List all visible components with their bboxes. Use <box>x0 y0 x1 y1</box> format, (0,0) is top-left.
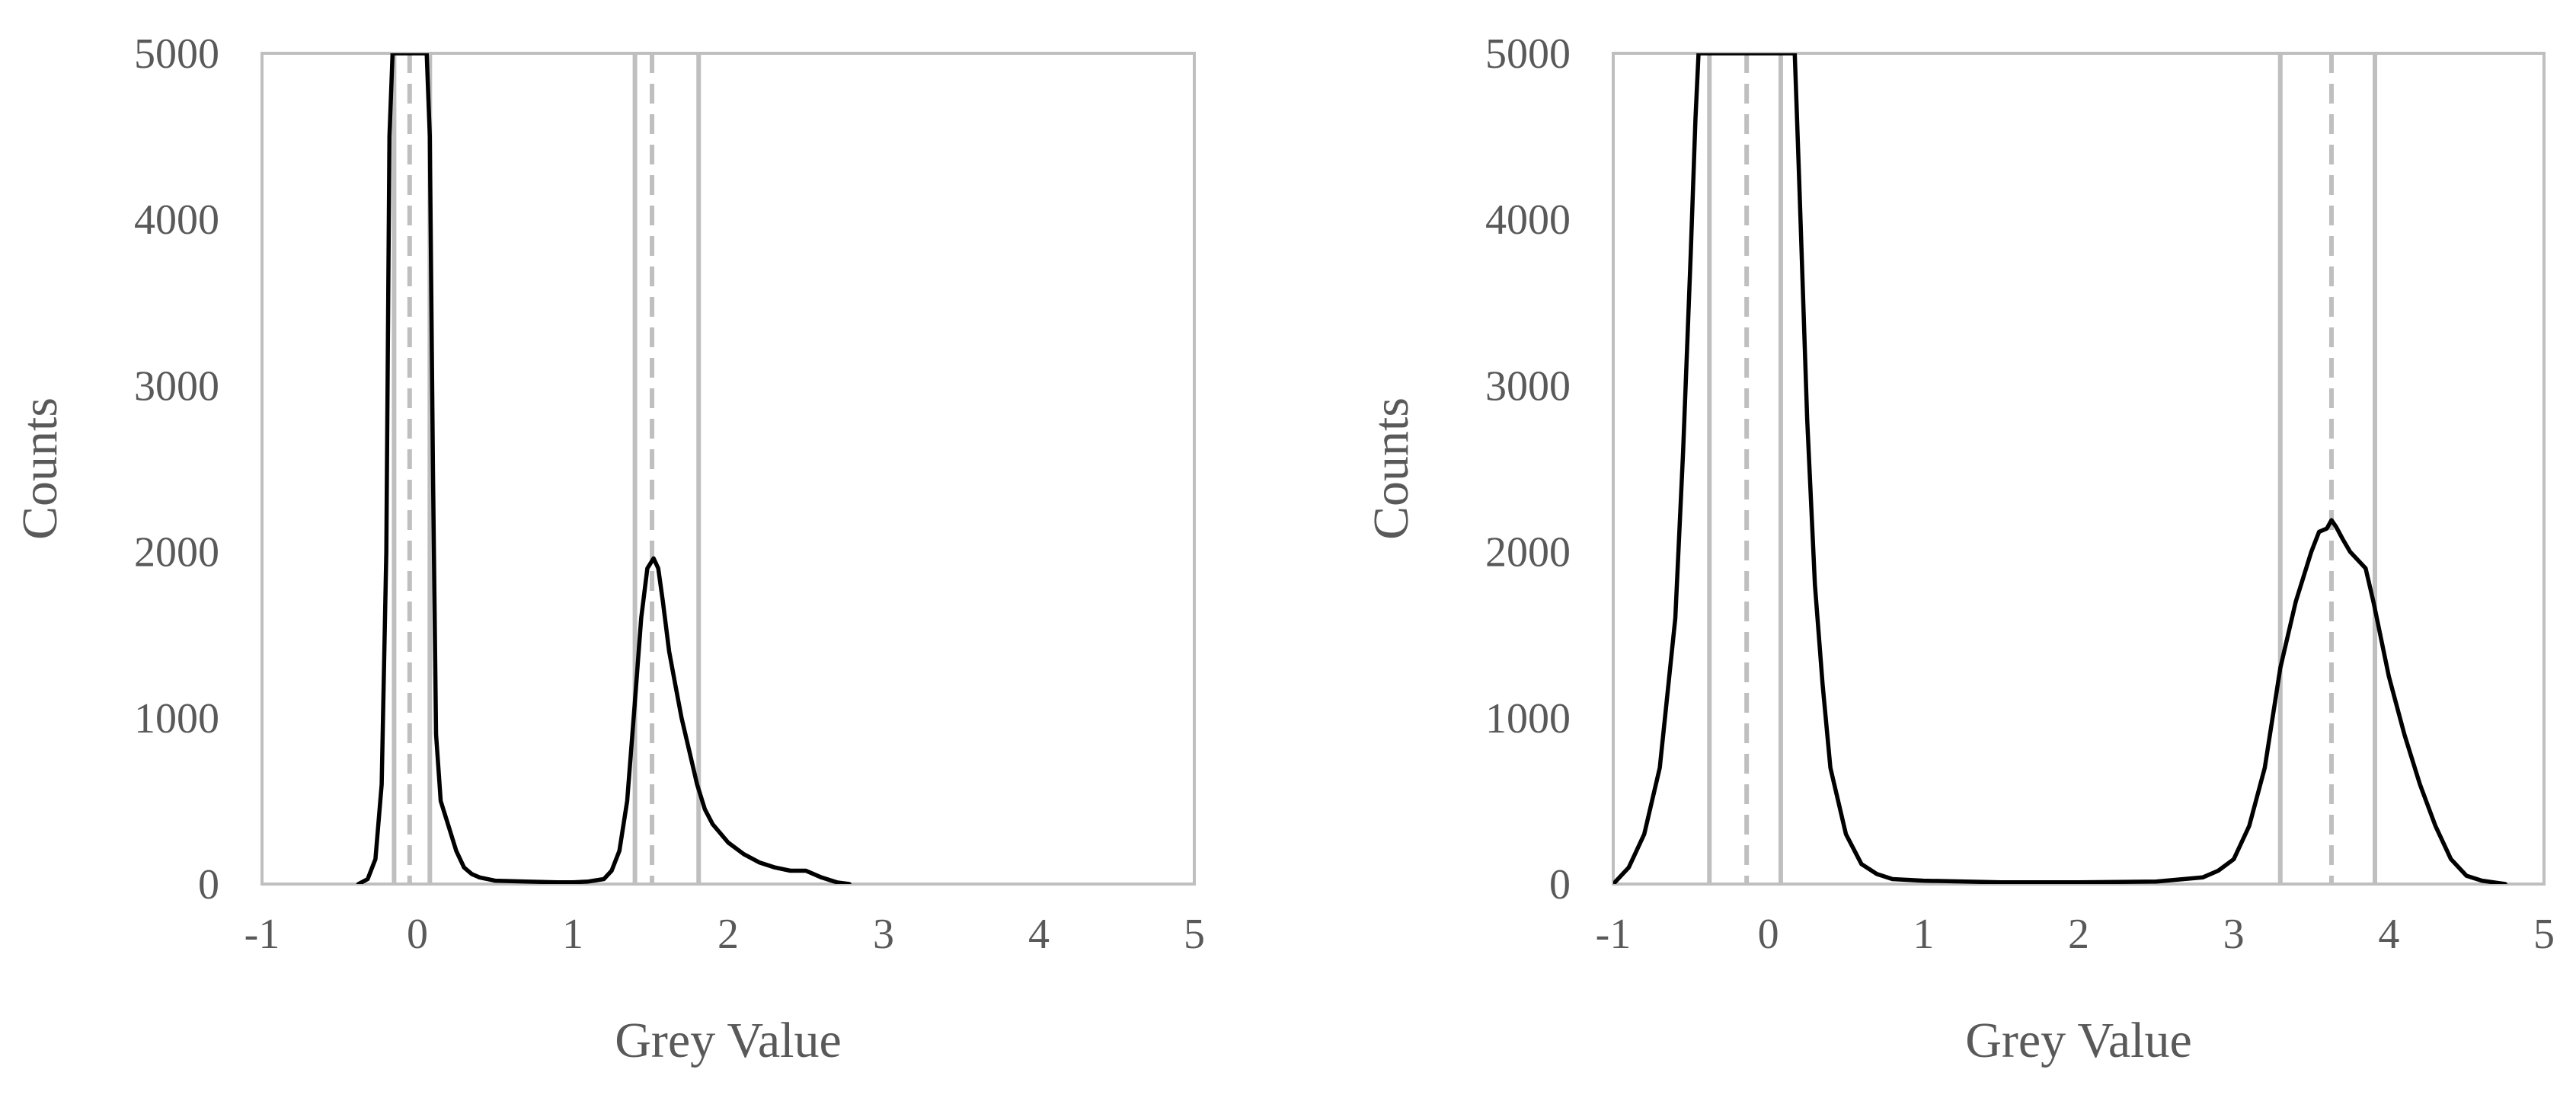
y-tick-label: 2000 <box>1485 529 1571 576</box>
y-axis-title: Counts <box>12 397 68 540</box>
x-tick-label: 3 <box>873 911 894 958</box>
x-tick-label: 4 <box>1028 911 1050 958</box>
x-tick-label: 2 <box>718 911 739 958</box>
y-tick-label: 5000 <box>1485 30 1571 78</box>
chart-panel-1: -1 0 1 2 3 4 5 0 1000 2000 3000 4000 5000 Grey Value C… <box>12 30 1205 1068</box>
y-axis-title: Counts <box>1363 397 1419 540</box>
y-tick-label: 2000 <box>134 529 219 576</box>
y-tick-label: 0 <box>198 861 219 908</box>
x-axis-title: Grey Value <box>1965 1013 2192 1068</box>
y-tick-label: 1000 <box>1485 695 1571 742</box>
x-tick-label: 5 <box>1184 911 1205 958</box>
series-line-1 <box>356 53 852 884</box>
y-tick-label: 4000 <box>1485 196 1571 244</box>
x-tick-label: -1 <box>1596 911 1632 958</box>
x-tick-label: 1 <box>1913 911 1934 958</box>
y-tick-label: 1000 <box>134 695 219 742</box>
plot-frame <box>1612 52 2546 886</box>
chart-panel-2: -1 0 1 2 3 4 5 0 1000 2000 3000 4000 5000 Grey Value C… <box>1363 30 2555 1068</box>
y-tick-label: 3000 <box>1485 362 1571 410</box>
y-tick-label: 5000 <box>134 30 219 78</box>
y-tick-label: 3000 <box>134 362 219 410</box>
x-tick-label: 2 <box>2068 911 2089 958</box>
x-axis-title: Grey Value <box>615 1013 842 1068</box>
plot-frame <box>260 52 1196 886</box>
x-tick-label: 0 <box>1758 911 1779 958</box>
series-line-1 <box>1613 53 2507 884</box>
x-tick-label: 1 <box>562 911 583 958</box>
x-tick-label: 4 <box>2378 911 2399 958</box>
x-tick-label: 5 <box>2533 911 2555 958</box>
x-tick-label: 3 <box>2223 911 2245 958</box>
y-tick-label: 4000 <box>134 196 219 244</box>
x-tick-label: -1 <box>244 911 280 958</box>
y-tick-label: 0 <box>1549 861 1571 908</box>
x-tick-label: 0 <box>407 911 428 958</box>
